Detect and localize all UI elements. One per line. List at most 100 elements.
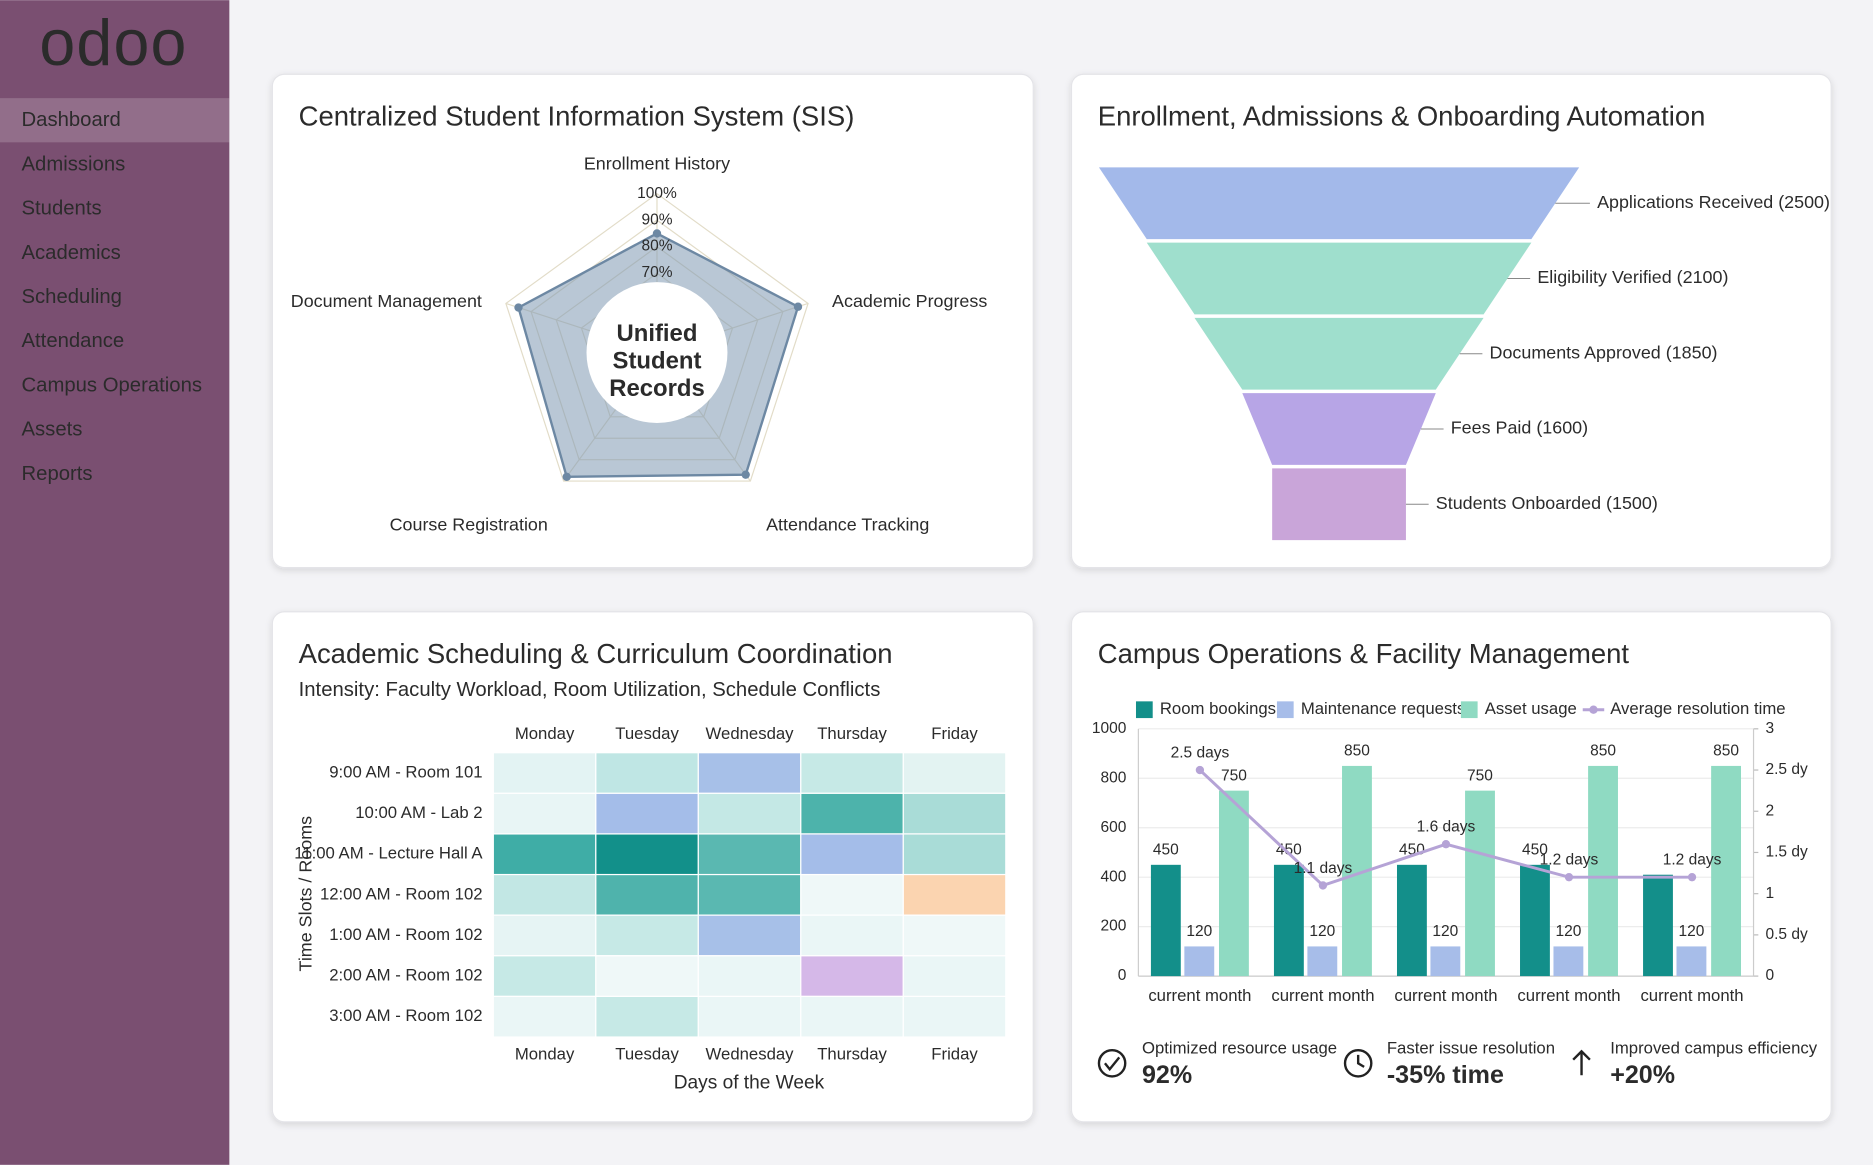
heat-cell <box>697 873 802 916</box>
panel <box>1070 611 1832 1123</box>
heat-cell <box>595 833 699 876</box>
heat-cell <box>697 914 802 957</box>
center-label: Student <box>613 347 702 374</box>
data-label: 750 <box>1221 767 1247 784</box>
check-icon <box>1097 1048 1127 1078</box>
row-label: 3:00 AM - Room 102 <box>329 1006 482 1025</box>
radar-point <box>741 470 750 479</box>
bar <box>1643 874 1673 977</box>
y2-tick-label: 0 <box>1765 967 1774 984</box>
row-label: 12:00 AM - Room 102 <box>320 884 483 903</box>
menu-item[interactable]: Academics <box>22 242 121 264</box>
data-label: 450 <box>1153 842 1179 859</box>
menu-item[interactable]: Scheduling <box>22 286 122 308</box>
y-tick-label: 600 <box>1101 819 1127 836</box>
stage-label: Applications Received (2500) <box>1597 192 1830 212</box>
legend-swatch <box>1135 701 1153 719</box>
y-tick-label: 1000 <box>1092 720 1127 737</box>
menu-item[interactable]: Students <box>22 198 102 220</box>
menu-item[interactable]: Reports <box>22 463 93 485</box>
menu-item[interactable]: Admissions <box>22 153 126 175</box>
column-label: Monday <box>515 724 575 743</box>
heat-cell <box>492 833 597 876</box>
data-label: 120 <box>1309 923 1335 940</box>
heat-cell <box>902 914 1007 957</box>
clock-icon <box>1343 1048 1373 1078</box>
y2-tick-label: 1 <box>1765 885 1774 902</box>
column-label: Wednesday <box>706 1044 795 1063</box>
radar-axis-label: Academic Progress <box>832 291 987 311</box>
radar-grid <box>505 192 809 482</box>
data-label: 2.5 days <box>1171 744 1230 761</box>
center-badge <box>586 282 728 424</box>
heat-cell <box>902 995 1007 1038</box>
funnel-stage <box>1098 167 1580 240</box>
data-label: 120 <box>1186 923 1212 940</box>
heat-cell <box>492 752 597 794</box>
heat-cell <box>492 995 597 1038</box>
line-point <box>1195 765 1205 775</box>
bar <box>1465 790 1495 977</box>
menu-active <box>0 98 230 143</box>
menu-item[interactable]: Dashboard <box>22 109 121 131</box>
stage-label: Students Onboarded (1500) <box>1436 493 1658 513</box>
y2-tick-label: 2.5 dy <box>1765 761 1808 778</box>
row-label: 9:00 AM - Room 101 <box>329 762 482 781</box>
y-tick-label: 0 <box>1118 967 1127 984</box>
y2-tick-label: 0.5 dy <box>1765 926 1808 943</box>
column-label: Tuesday <box>615 724 679 743</box>
data-label: 120 <box>1432 923 1458 940</box>
legend-swatch <box>1276 701 1294 719</box>
legend-dot <box>1589 705 1598 714</box>
radar-point <box>652 229 662 238</box>
menu-item[interactable]: Campus Operations <box>22 374 203 396</box>
radar-tick-label: 70% <box>641 264 672 281</box>
bar <box>1184 946 1215 977</box>
column-label: Thursday <box>817 724 887 743</box>
heat-cell <box>697 995 802 1038</box>
column-label: Monday <box>515 1044 575 1063</box>
data-label: 1.1 days <box>1294 860 1353 877</box>
heat-cell <box>902 792 1007 835</box>
legend-swatch <box>1460 701 1478 719</box>
x-axis-title: Days of the Week <box>674 1073 825 1094</box>
menu-item[interactable]: Assets <box>22 419 83 441</box>
stage-label: Documents Approved (1850) <box>1490 342 1718 362</box>
heat-cell <box>595 752 699 794</box>
legend-label: Maintenance requests <box>1301 699 1466 718</box>
heat-cell <box>902 955 1007 997</box>
heat-cell <box>902 833 1007 876</box>
sidebar <box>0 0 230 1165</box>
line-point <box>1564 873 1574 882</box>
radar-point <box>514 303 523 312</box>
data-label: 850 <box>1713 743 1739 760</box>
y2-tick-label: 1.5 dy <box>1765 844 1808 861</box>
panel-title: Campus Operations & Facility Management <box>1098 638 1630 669</box>
heat-cell <box>595 955 699 997</box>
heat-cell <box>697 792 802 835</box>
data-label: 120 <box>1678 923 1704 940</box>
bar <box>1676 946 1707 977</box>
radar-point <box>793 302 803 311</box>
y2-tick-label: 2 <box>1765 802 1774 819</box>
radar-point <box>562 472 571 481</box>
column-label: Thursday <box>817 1044 887 1063</box>
menu-item[interactable]: Attendance <box>22 330 125 352</box>
line-point <box>1687 873 1697 882</box>
x-tick-label: current month <box>1148 986 1251 1005</box>
panel-subtitle: Intensity: Faculty Workload, Room Utiliz… <box>299 679 881 701</box>
heat-cell <box>595 792 699 835</box>
kpi-label: Improved campus efficiency <box>1610 1038 1818 1057</box>
data-label: 1.2 days <box>1663 852 1722 869</box>
data-label: 450 <box>1522 842 1548 859</box>
data-label: 1.2 days <box>1540 852 1599 869</box>
column-label: Tuesday <box>615 1044 679 1063</box>
heat-cell <box>800 995 904 1038</box>
data-label: 850 <box>1590 743 1616 760</box>
logo: odoo <box>39 7 187 79</box>
radar-tick-label: 90% <box>641 211 672 228</box>
bar <box>1553 946 1584 977</box>
data-label: 1.6 days <box>1417 819 1476 836</box>
radar-tick-label: 100% <box>637 185 677 202</box>
